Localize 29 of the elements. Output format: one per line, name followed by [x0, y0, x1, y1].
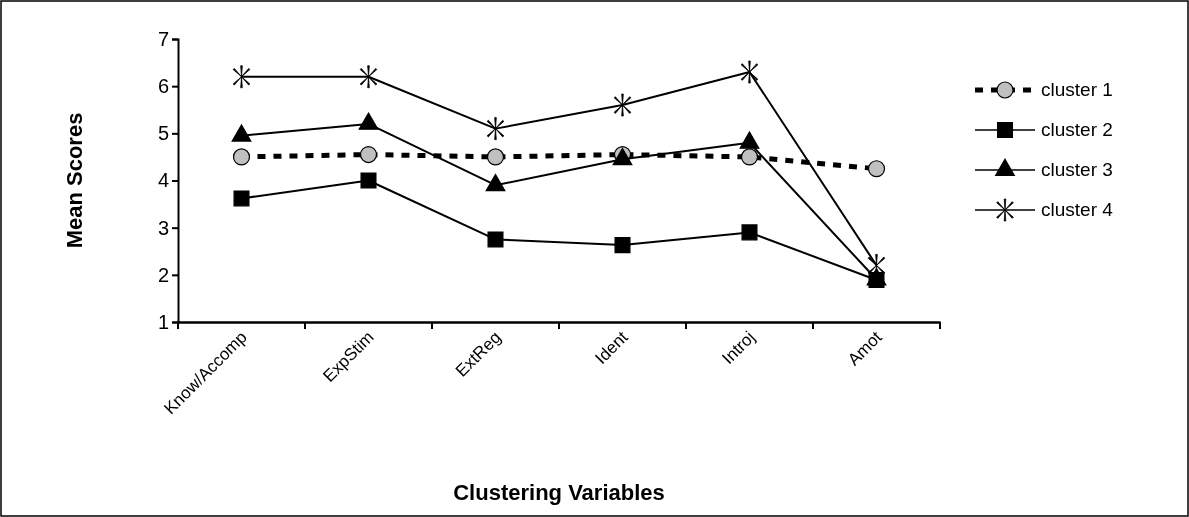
legend-label: cluster 2 [1041, 119, 1113, 140]
point [741, 224, 758, 241]
point [486, 117, 505, 141]
point [232, 148, 251, 166]
point [487, 231, 504, 248]
point [740, 148, 759, 166]
point [360, 172, 377, 189]
point [867, 160, 886, 178]
y-tick-label: 2 [157, 263, 169, 286]
point [867, 254, 886, 277]
point [233, 190, 250, 207]
y-tick-label: 1 [157, 310, 169, 333]
y-tick-label: 6 [157, 75, 169, 98]
x-axis-title: Clustering Variables [453, 480, 665, 505]
y-tick-label: 3 [157, 216, 169, 239]
point [359, 65, 378, 89]
legend-label: cluster 3 [1041, 159, 1113, 180]
point [614, 237, 631, 254]
point [486, 148, 505, 166]
y-tick-label: 7 [157, 27, 169, 50]
point [740, 60, 759, 84]
y-tick-label: 5 [157, 122, 169, 145]
y-axis-title: Mean Scores [62, 112, 87, 249]
point [232, 65, 251, 89]
point [613, 93, 632, 117]
point [359, 146, 378, 164]
legend-label: cluster 4 [1041, 199, 1114, 220]
legend-label: cluster 1 [1041, 79, 1113, 100]
y-tick-label: 4 [157, 169, 169, 192]
